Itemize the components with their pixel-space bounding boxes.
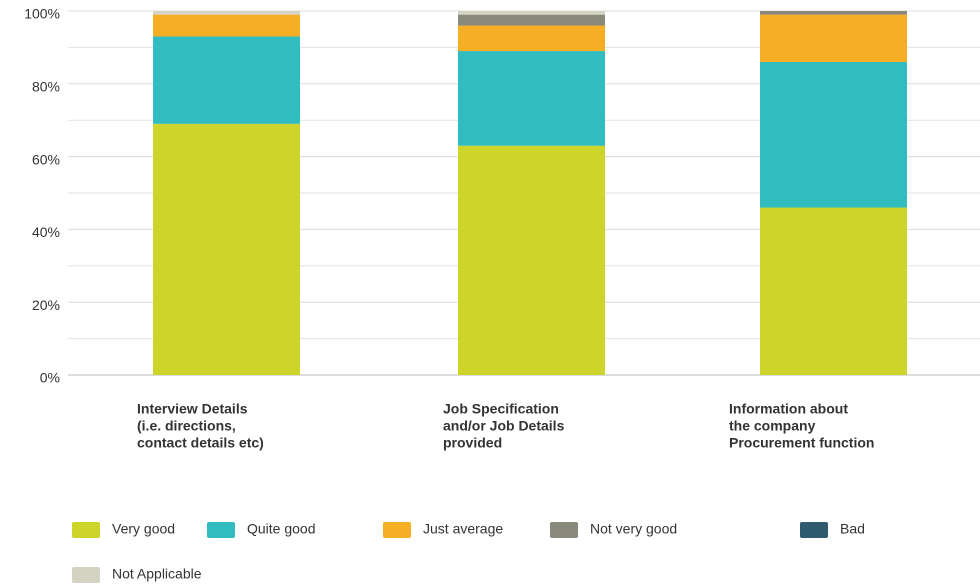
y-tick-label: 100% (24, 6, 60, 22)
y-tick-label: 60% (32, 151, 60, 167)
y-tick-label: 20% (32, 297, 60, 313)
bar-segment (458, 25, 605, 52)
bar-segment (458, 145, 605, 375)
legend-swatch (383, 522, 411, 538)
legend-swatch (72, 567, 100, 583)
y-tick-label: 0% (40, 370, 60, 386)
x-tick-label: and/or Job Details (443, 418, 565, 434)
y-tick-label: 80% (32, 79, 60, 95)
legend-label: Quite good (247, 521, 316, 537)
x-tick-label: Job Specification (443, 401, 559, 417)
x-tick-label: Procurement function (729, 435, 874, 451)
bar-segment (458, 14, 605, 26)
legend-label: Just average (423, 521, 503, 537)
legend-label: Not Applicable (112, 566, 202, 582)
legend-swatch (72, 522, 100, 538)
bar-segment (458, 51, 605, 146)
bar-segment (760, 61, 907, 208)
x-tick-label: provided (443, 435, 502, 451)
legend-label: Not very good (590, 521, 677, 537)
legend-label: Very good (112, 521, 175, 537)
bar-segment (153, 11, 300, 15)
bar-segment (153, 36, 300, 124)
x-tick-label: (i.e. directions, (137, 418, 236, 434)
legend-swatch (800, 522, 828, 538)
bar-segment (153, 14, 300, 37)
x-tick-label: Information about (729, 401, 848, 417)
bar-segment (760, 11, 907, 15)
y-tick-label: 40% (32, 224, 60, 240)
x-tick-label: contact details etc) (137, 435, 264, 451)
x-tick-label: Interview Details (137, 401, 248, 417)
bar-segment (760, 207, 907, 375)
bar-segment (458, 11, 605, 15)
legend-swatch (550, 522, 578, 538)
bar-segment (760, 14, 907, 62)
legend-label: Bad (840, 521, 865, 537)
x-tick-label: the company (729, 418, 816, 434)
bar-segment (153, 123, 300, 375)
legend-swatch (207, 522, 235, 538)
